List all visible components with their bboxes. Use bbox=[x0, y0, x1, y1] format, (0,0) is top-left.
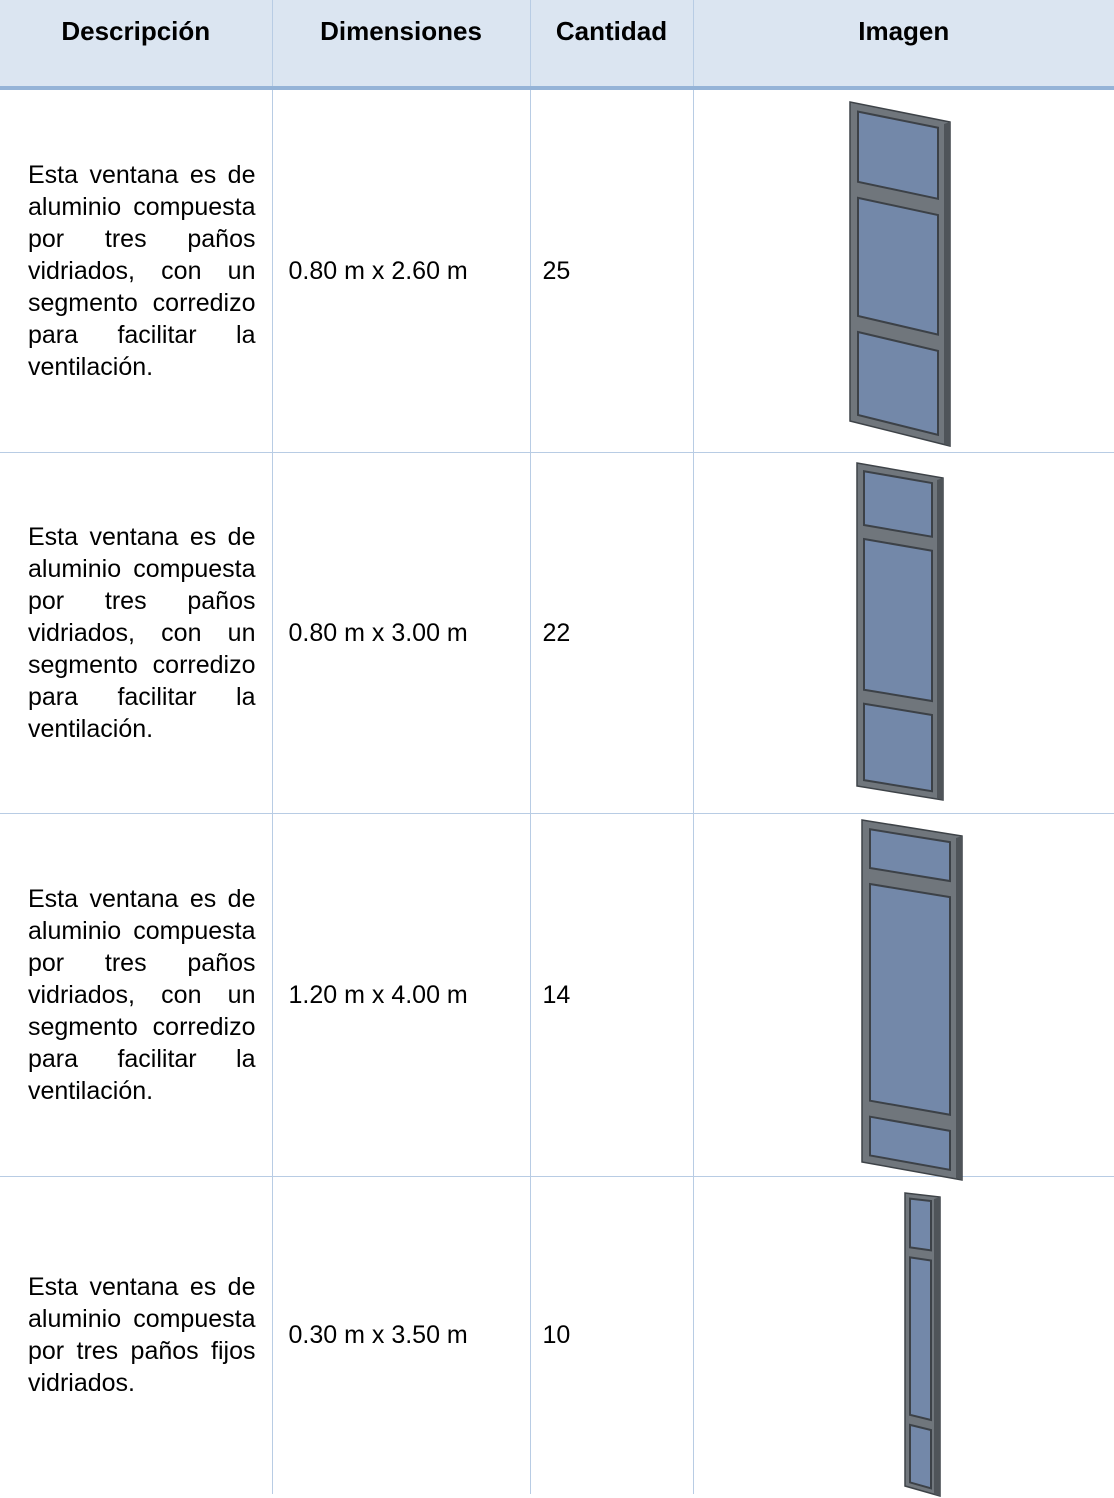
dimensions-cell: 0.80 m x 3.00 m bbox=[271, 451, 530, 813]
dimensions-cell: 0.80 m x 2.60 m bbox=[271, 87, 530, 452]
table-row: Esta ventana es de aluminio compuesta po… bbox=[0, 87, 1114, 452]
column-header: Descripción bbox=[0, 0, 272, 90]
table-row: Esta ventana es de aluminio compuesta po… bbox=[0, 451, 1114, 813]
column-header: Dimensiones bbox=[271, 0, 530, 90]
image-cell bbox=[692, 87, 1114, 452]
description-cell: Esta ventana es de aluminio compuesta po… bbox=[0, 812, 272, 1176]
header-row: Descripción Dimensiones Cantidad Imagen bbox=[0, 0, 1114, 90]
image-cell bbox=[692, 451, 1114, 813]
image-cell bbox=[692, 812, 1114, 1176]
column-header: Cantidad bbox=[529, 0, 693, 90]
quantity-cell: 10 bbox=[529, 1175, 693, 1494]
quantity-cell: 25 bbox=[529, 87, 693, 452]
image-cell bbox=[692, 1175, 1114, 1494]
description-cell: Esta ventana es de aluminio compuesta po… bbox=[0, 87, 272, 452]
table-row: Esta ventana es de aluminio compuesta po… bbox=[0, 812, 1114, 1176]
table-row: Esta ventana es de aluminio compuesta po… bbox=[0, 1175, 1114, 1494]
column-header: Imagen bbox=[692, 0, 1114, 90]
quantity-cell: 14 bbox=[529, 812, 693, 1176]
dimensions-cell: 0.30 m x 3.50 m bbox=[271, 1175, 530, 1494]
quantity-cell: 22 bbox=[529, 451, 693, 813]
description-cell: Esta ventana es de aluminio compuesta po… bbox=[0, 451, 272, 813]
description-cell: Esta ventana es de aluminio compuesta po… bbox=[0, 1175, 272, 1494]
dimensions-cell: 1.20 m x 4.00 m bbox=[271, 812, 530, 1176]
